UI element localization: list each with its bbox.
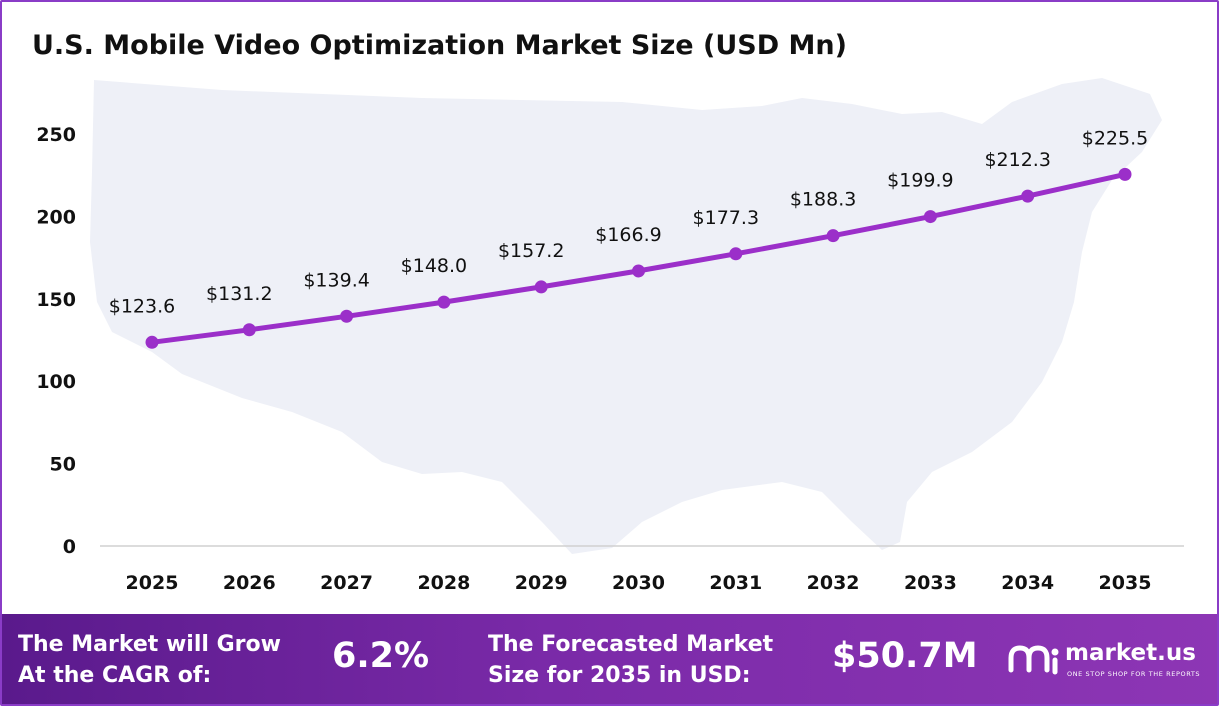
x-tick-label-2032: 2032: [807, 572, 860, 594]
data-label-2025: $123.6: [109, 295, 175, 317]
x-tick-label-2029: 2029: [515, 572, 568, 594]
cagr-label-line1: The Market will Grow: [18, 632, 281, 657]
y-tick-label-50: 50: [50, 454, 76, 476]
x-tick-label-2031: 2031: [709, 572, 762, 594]
cagr-label-line2: At the CAGR of:: [18, 663, 212, 688]
data-point-2031: [729, 247, 743, 261]
data-label-2033: $199.9: [887, 170, 953, 192]
data-point-2026: [242, 323, 256, 337]
data-point-2030: [632, 264, 645, 278]
x-tick-label-2027: 2027: [320, 572, 373, 594]
y-tick-label-250: 250: [36, 124, 76, 146]
data-label-2030: $166.9: [595, 224, 661, 246]
forecast-label-line2: Size for 2035 in USD:: [488, 663, 751, 688]
data-label-2027: $139.4: [303, 269, 369, 291]
x-tick-label-2033: 2033: [904, 572, 957, 594]
data-label-2031: $177.3: [693, 207, 759, 229]
x-tick-label-2028: 2028: [417, 572, 470, 594]
data-point-2035: [1118, 167, 1132, 181]
data-label-2034: $212.3: [984, 149, 1050, 171]
x-tick-label-2034: 2034: [1001, 572, 1054, 594]
cagr-label: The Market will Grow At the CAGR of:: [18, 629, 281, 691]
data-point-2032: [826, 229, 840, 243]
data-point-2029: [534, 280, 548, 294]
market-us-logo-icon: [1008, 645, 1059, 675]
us-map-background: [90, 78, 1162, 554]
forecast-label-line1: The Forecasted Market: [488, 632, 774, 657]
data-label-2028: $148.0: [401, 255, 467, 277]
chart-svg: 0 50 100 150 200 250 2025 2026 2027 2028 2029 2030…: [36, 78, 1184, 594]
cagr-value: 6.2%: [332, 636, 430, 676]
data-point-2028: [437, 295, 451, 309]
x-tick-label-2035: 2035: [1099, 572, 1152, 594]
forecast-value: $50.7M: [832, 636, 978, 676]
logo-name: market.us: [1065, 640, 1196, 666]
data-label-2032: $188.3: [790, 189, 856, 211]
forecast-label: The Forecasted Market Size for 2035 in U…: [488, 629, 773, 691]
data-label-2035: $225.5: [1082, 127, 1148, 149]
data-label-2029: $157.2: [498, 240, 564, 262]
footer-banner: The Market will Grow At the CAGR of: 6.2…: [2, 614, 1217, 704]
y-tick-label-150: 150: [36, 289, 76, 311]
data-point-2034: [1021, 189, 1035, 203]
x-tick-label-2030: 2030: [612, 572, 665, 594]
y-tick-label-0: 0: [63, 536, 76, 558]
data-point-2033: [923, 210, 937, 224]
data-point-2027: [340, 309, 354, 323]
market-us-logo[interactable]: market.us ONE STOP SHOP FOR THE REPORTS: [1005, 636, 1215, 686]
x-tick-label-2025: 2025: [126, 572, 179, 594]
logo-tagline: ONE STOP SHOP FOR THE REPORTS: [1067, 670, 1201, 678]
chart-title: U.S. Mobile Video Optimization Market Si…: [32, 30, 847, 61]
x-tick-label-2026: 2026: [223, 572, 276, 594]
y-tick-label-100: 100: [36, 371, 76, 393]
data-point-2025: [145, 335, 159, 349]
data-label-2026: $131.2: [206, 283, 272, 305]
y-tick-label-200: 200: [36, 206, 76, 228]
